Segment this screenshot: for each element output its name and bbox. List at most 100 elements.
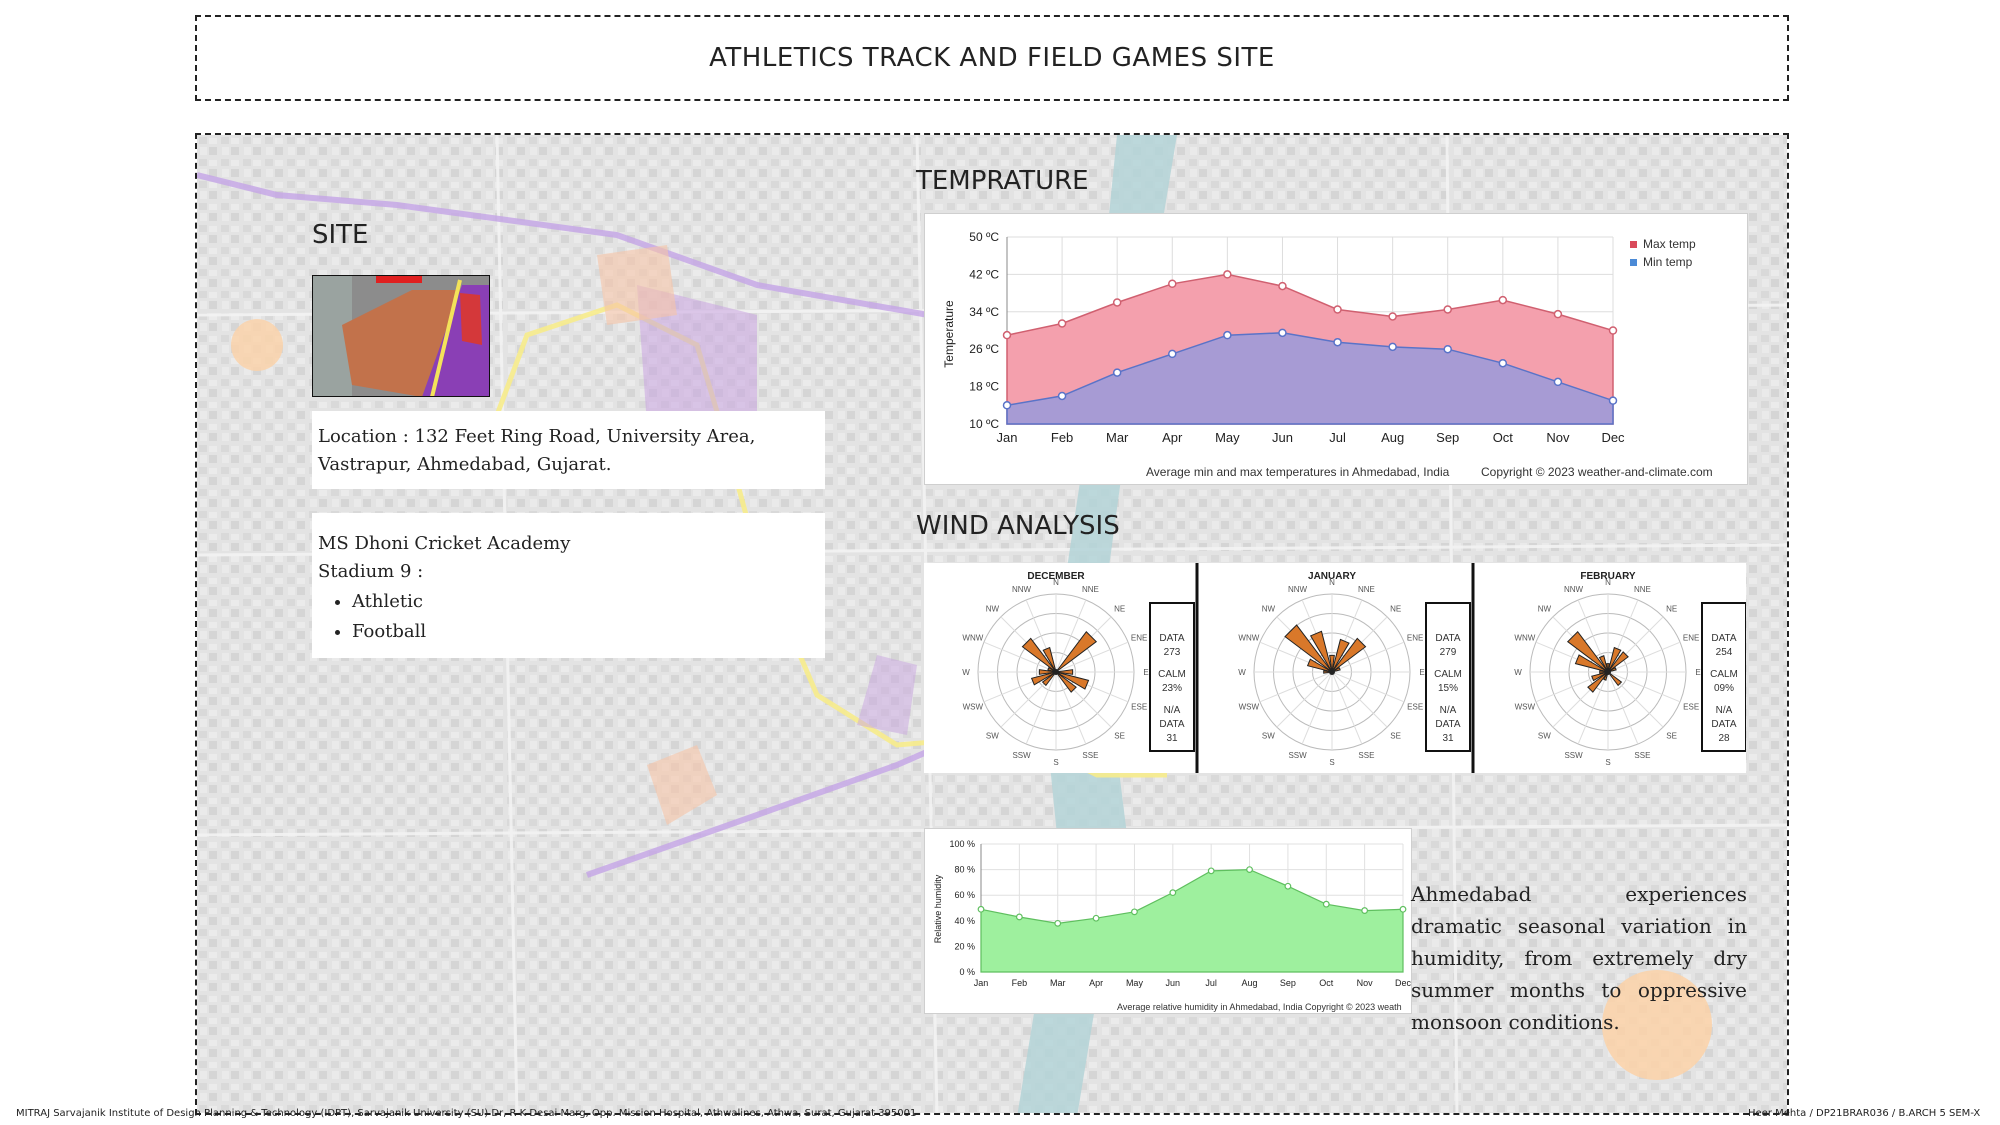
temp-ytick-label: 50 ºC (969, 230, 999, 244)
min-temp-point (1498, 358, 1508, 368)
hum-ytick-label: 100 % (949, 839, 975, 849)
wind-dir-label: SSE (1082, 751, 1098, 760)
wind-dir-label: S (1605, 758, 1610, 767)
stadium-label: Stadium 9 : (318, 561, 424, 582)
wind-spoke (1301, 671, 1333, 745)
min-temp-point (1388, 342, 1397, 352)
wind-dir-label: SSE (1358, 751, 1374, 760)
wind-dir-label: SSW (1288, 751, 1307, 760)
wind-dir-label: NNE (1634, 585, 1651, 594)
hum-ytick-label: 60 % (954, 890, 975, 900)
site-heading: SITE (312, 220, 369, 250)
wind-dir-label: SW (1262, 732, 1275, 741)
wind-na-label: N/A (1164, 705, 1181, 716)
wind-month-label: DECEMBER (1027, 571, 1085, 582)
max-temp-point (1498, 295, 1508, 305)
min-temp-point (1608, 396, 1618, 405)
humidity-point (1131, 908, 1138, 916)
wind-dir-label: SSW (1564, 751, 1583, 760)
wind-petal (1021, 637, 1057, 673)
wind-spoke (1055, 671, 1087, 745)
temp-xtick-label: Feb (1051, 430, 1073, 445)
legend-max-swatch (1630, 241, 1637, 248)
wind-petal (1591, 671, 1609, 682)
wind-petal (1329, 654, 1335, 673)
wind-calm-label: CALM (1710, 669, 1738, 680)
wind-petal (1607, 671, 1623, 687)
humidity-point (1207, 867, 1215, 875)
wind-petal (1309, 630, 1333, 673)
wind-dir-label: NW (986, 604, 1000, 613)
wind-spoke (1607, 671, 1681, 703)
wind-dir-label: NNE (1082, 585, 1099, 594)
wind-petal (1038, 669, 1057, 675)
wind-dir-label: N (1329, 578, 1335, 587)
hum-ytick-label: 20 % (954, 941, 975, 951)
humidity-point (1169, 889, 1177, 897)
wind-spoke (1259, 671, 1333, 703)
wind-petal (1030, 671, 1057, 686)
wind-na-label: N/A (1716, 705, 1733, 716)
wind-calm-label: CALM (1434, 669, 1462, 680)
site-location: Location : 132 Feet Ring Road, Universit… (318, 426, 756, 475)
wind-dir-label: NE (1114, 604, 1125, 613)
wind-info-box (1425, 602, 1471, 752)
min-temp-point (1112, 368, 1122, 377)
wind-dir-label: ENE (1131, 634, 1147, 643)
humidity-caption: Average relative humidity in Ahmedabad, … (1117, 1002, 1402, 1012)
wind-petal (1587, 671, 1609, 693)
wind-dir-label: N (1053, 578, 1059, 587)
max-temp-point (1057, 319, 1067, 328)
site-thumbnail[interactable] (312, 275, 490, 397)
wind-spoke (1331, 671, 1405, 703)
wind-dir-label: WNW (1238, 634, 1259, 643)
hum-ytick-label: 80 % (954, 865, 975, 875)
wind-dir-label: W (1238, 668, 1246, 677)
wind-spoke (1331, 671, 1363, 745)
wind-dir-label: NNW (1288, 585, 1308, 594)
temperature-copyright: Copyright © 2023 weather-and-climate.com (1481, 465, 1713, 479)
footer-institute: MITRAJ Sarvajanik Institute of Design Pl… (16, 1108, 917, 1119)
wind-dir-label: NW (1262, 604, 1276, 613)
wind-dir-label: SW (986, 732, 999, 741)
wind-calm-value: 15% (1438, 683, 1458, 694)
humidity-point (1246, 866, 1253, 873)
wind-na-label: N/A (1440, 705, 1457, 716)
temp-xtick-label: Nov (1546, 430, 1570, 445)
humidity-area (980, 868, 1404, 973)
title-box: ATHLETICS TRACK AND FIELD GAMES SITE (195, 15, 1789, 101)
wind-spoke (1331, 641, 1405, 673)
wind-info-box (1149, 602, 1195, 752)
min-temp-point (1443, 344, 1452, 354)
wind-spoke (1607, 641, 1681, 673)
temp-ytick-label: 42 ºC (969, 267, 999, 281)
humidity-point (1399, 905, 1407, 913)
max-temp-point (1168, 279, 1177, 288)
wind-data-label: DATA (1159, 719, 1185, 730)
legend-max-label: Max temp (1643, 237, 1696, 251)
temp-ytick-label: 26 ºC (969, 342, 999, 356)
temp-ytick-label: 10 ºC (969, 417, 999, 431)
max-temp-point (1608, 326, 1618, 335)
wind-spoke (1331, 671, 1388, 728)
wind-dir-label: NE (1666, 604, 1677, 613)
temp-xtick-label: Sep (1436, 430, 1459, 445)
wind-dir-label: NNW (1012, 585, 1032, 594)
max-temp-point (1112, 298, 1122, 307)
wind-data-value: 254 (1716, 647, 1733, 658)
temp-ytick-label: 34 ºC (969, 305, 999, 319)
sport-list: Athletic Football (318, 588, 819, 646)
humidity-point (1015, 913, 1023, 921)
wind-petal (1041, 671, 1057, 687)
wind-dir-label: N (1605, 578, 1611, 587)
wind-na-value: 31 (1166, 733, 1178, 744)
humidity-description: Ahmedabad experiences dramatic seasonal … (1411, 882, 1747, 1034)
wind-heading: WIND ANALYSIS (916, 511, 1120, 541)
sport-item: Athletic (352, 588, 819, 616)
wind-month-label: FEBRUARY (1580, 571, 1636, 582)
wind-dir-label: SW (1538, 732, 1551, 741)
wind-dir-label: ENE (1683, 634, 1699, 643)
humidity-point (1322, 900, 1330, 908)
